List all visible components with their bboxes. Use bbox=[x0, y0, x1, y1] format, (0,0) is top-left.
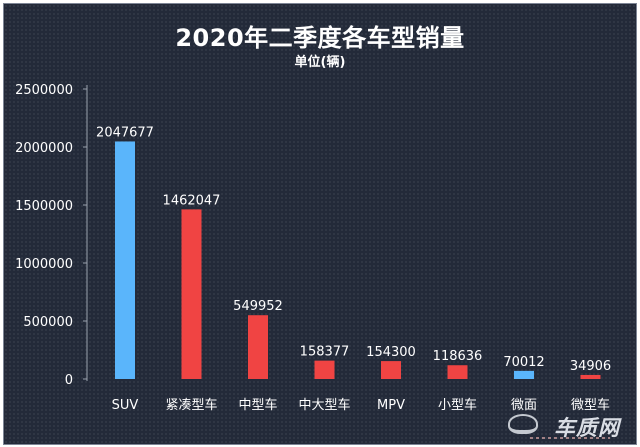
bar-series bbox=[115, 141, 601, 379]
x-tick-label: MPV bbox=[377, 398, 405, 413]
x-tick-label: SUV bbox=[112, 398, 139, 413]
x-tick-label: 中型车 bbox=[238, 397, 277, 413]
watermark-trail-decoration bbox=[530, 437, 610, 439]
bar-chart: 0 500000 1000000 1500000 2000000 2500000 2047… bbox=[15, 83, 611, 413]
bar bbox=[514, 370, 534, 379]
bar bbox=[181, 209, 202, 379]
y-axis: 0 500000 1000000 1500000 2000000 2500000 bbox=[15, 83, 88, 388]
bar-value-label: 2047677 bbox=[96, 125, 154, 140]
bar-value-label: 118636 bbox=[433, 349, 483, 364]
bar bbox=[314, 360, 335, 379]
bar-value-label: 154300 bbox=[366, 345, 416, 360]
x-tick-label: 中大型车 bbox=[298, 397, 350, 413]
x-tick-label: 紧凑型车 bbox=[165, 397, 217, 413]
chart-frame: 2020年二季度各车型销量 单位(辆) 0 500000 1000000 150000… bbox=[3, 3, 637, 445]
value-labels: 2047677 1462047 549952 158377 154300 118636 70… bbox=[96, 125, 611, 373]
bar-value-label: 549952 bbox=[233, 299, 283, 314]
y-tick-label: 0 bbox=[65, 373, 73, 388]
bar-value-label: 158377 bbox=[300, 345, 350, 360]
car-logo-icon bbox=[508, 414, 538, 434]
y-tick-label: 2500000 bbox=[15, 83, 73, 98]
x-tick-labels: SUV 紧凑型车 中型车 中大型车 MPV 小型车 微面 微型车 bbox=[112, 397, 610, 413]
bar bbox=[381, 361, 401, 379]
x-tick-label: 微面 bbox=[511, 398, 537, 413]
y-tick-label: 1000000 bbox=[15, 257, 73, 272]
bar bbox=[580, 374, 601, 379]
bar bbox=[248, 315, 268, 379]
chart-subtitle: 单位(辆) bbox=[294, 55, 346, 70]
y-tick-label: 1500000 bbox=[15, 199, 73, 214]
bar bbox=[115, 141, 135, 379]
chart-title: 2020年二季度各车型销量 bbox=[175, 24, 465, 52]
bar-value-label: 70012 bbox=[503, 355, 544, 370]
watermark-logo: 车质网 bbox=[554, 416, 620, 440]
bar bbox=[447, 365, 468, 379]
x-tick-label: 小型车 bbox=[438, 397, 477, 413]
bar-value-label: 34906 bbox=[570, 359, 611, 374]
y-tick-label: 500000 bbox=[23, 315, 73, 330]
bar-value-label: 1462047 bbox=[163, 193, 221, 208]
y-tick-label: 2000000 bbox=[15, 141, 73, 156]
x-tick-label: 微型车 bbox=[571, 397, 610, 413]
